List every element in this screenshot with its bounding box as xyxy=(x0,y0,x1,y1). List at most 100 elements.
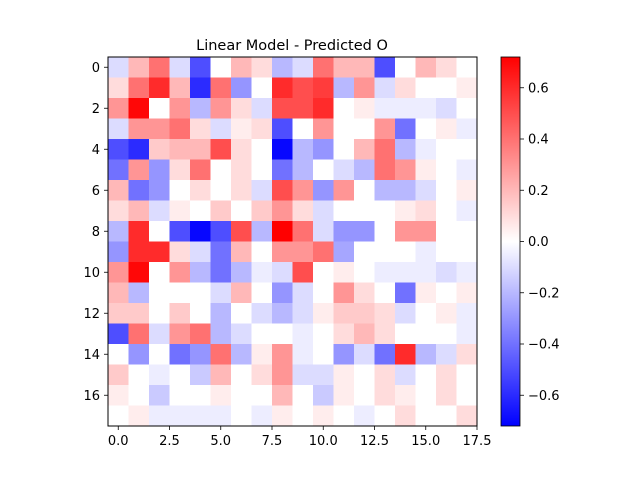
heatmap-cell xyxy=(149,139,170,160)
heatmap-cell xyxy=(436,200,457,222)
y-tick-label: 2 xyxy=(92,102,100,117)
heatmap-cell xyxy=(128,118,150,140)
heatmap-cell xyxy=(190,323,211,345)
heatmap-cell xyxy=(374,57,396,78)
heatmap-cell xyxy=(374,262,396,283)
heatmap-cell xyxy=(374,385,396,406)
heatmap-cell xyxy=(108,57,129,78)
heatmap-cell xyxy=(354,159,375,181)
heatmap-cell xyxy=(251,98,273,119)
heatmap-cell xyxy=(210,262,232,283)
heatmap-cell xyxy=(313,159,334,181)
heatmap-cell xyxy=(272,344,293,365)
heatmap-cell xyxy=(231,385,252,406)
heatmap-cell xyxy=(210,139,232,160)
heatmap-cell xyxy=(354,118,375,140)
heatmap-cell xyxy=(149,98,170,119)
y-tick-label: 14 xyxy=(83,348,100,363)
heatmap-cell xyxy=(149,200,170,222)
heatmap-cell xyxy=(374,282,396,304)
heatmap-cell xyxy=(436,221,457,242)
heatmap-cell xyxy=(190,344,211,365)
heatmap-cell xyxy=(128,139,150,160)
heatmap-cell xyxy=(210,364,232,386)
heatmap-cell xyxy=(292,118,314,140)
x-tick-label: 10.0 xyxy=(309,434,338,449)
heatmap-cell xyxy=(251,262,273,283)
heatmap-cell xyxy=(456,385,478,406)
y-tick-label: 10 xyxy=(83,266,100,281)
heatmap-cell xyxy=(210,282,232,304)
heatmap-cell xyxy=(169,221,191,242)
heatmap-cell xyxy=(395,262,416,283)
heatmap-cell xyxy=(395,344,416,365)
heatmap-cell xyxy=(313,118,334,140)
y-tick-label: 4 xyxy=(92,143,100,158)
heatmap-cell xyxy=(456,180,478,201)
heatmap-cell xyxy=(210,77,232,99)
heatmap-cell xyxy=(128,180,150,201)
heatmap-cell xyxy=(108,139,129,160)
heatmap-cell xyxy=(272,200,293,222)
heatmap-cell xyxy=(456,364,478,386)
heatmap-cell xyxy=(231,323,252,345)
heatmap-cell xyxy=(374,200,396,222)
heatmap-cell xyxy=(292,405,314,427)
heatmap-cell xyxy=(149,303,170,324)
heatmap-cell xyxy=(210,57,232,78)
heatmap-cell xyxy=(210,221,232,242)
heatmap-cell xyxy=(292,139,314,160)
heatmap-cell xyxy=(292,262,314,283)
heatmap-cell xyxy=(149,282,170,304)
heatmap-cell xyxy=(395,385,416,406)
y-tick-label: 6 xyxy=(92,184,100,199)
heatmap-cell xyxy=(436,77,457,99)
heatmap-cell xyxy=(108,303,129,324)
heatmap-cell xyxy=(374,344,396,365)
heatmap-cell xyxy=(292,180,314,201)
heatmap-cell xyxy=(251,364,273,386)
heatmap-cell xyxy=(333,262,355,283)
heatmap-cell xyxy=(456,323,478,345)
heatmap-cell xyxy=(456,344,478,365)
heatmap-cell xyxy=(272,364,293,386)
heatmap-cell xyxy=(395,405,416,427)
heatmap-cell xyxy=(108,180,129,201)
heatmap-cell xyxy=(415,221,437,242)
heatmap-cell xyxy=(210,405,232,427)
heatmap-cell xyxy=(436,405,457,427)
heatmap-cell xyxy=(190,200,211,222)
heatmap-cell xyxy=(436,262,457,283)
heatmap-cell xyxy=(251,180,273,201)
heatmap-cell xyxy=(231,77,252,99)
heatmap-cell xyxy=(333,180,355,201)
heatmap-cell xyxy=(333,241,355,263)
heatmap-cell xyxy=(354,344,375,365)
heatmap-cell xyxy=(313,221,334,242)
heatmap-cell xyxy=(333,57,355,78)
heatmap-cell xyxy=(354,262,375,283)
heatmap-cell xyxy=(415,364,437,386)
colorbar-tick-label: 0.6 xyxy=(528,81,549,96)
heatmap-cell xyxy=(292,303,314,324)
heatmap-cell xyxy=(190,303,211,324)
heatmap-cell xyxy=(272,139,293,160)
heatmap-cell xyxy=(333,159,355,181)
heatmap-cell xyxy=(374,323,396,345)
heatmap-cell xyxy=(395,282,416,304)
heatmap-cell xyxy=(149,159,170,181)
heatmap-cell xyxy=(436,57,457,78)
heatmap-cell xyxy=(108,98,129,119)
heatmap-cell xyxy=(231,364,252,386)
heatmap-cell xyxy=(231,241,252,263)
heatmap-cell xyxy=(169,200,191,222)
heatmap-cell xyxy=(128,344,150,365)
heatmap-cell xyxy=(149,118,170,140)
heatmap-cell xyxy=(374,77,396,99)
heatmap-cell xyxy=(231,159,252,181)
heatmap-cell xyxy=(169,323,191,345)
heatmap-cell xyxy=(251,221,273,242)
heatmap-cell xyxy=(251,241,273,263)
x-tick-label: 7.5 xyxy=(262,434,283,449)
